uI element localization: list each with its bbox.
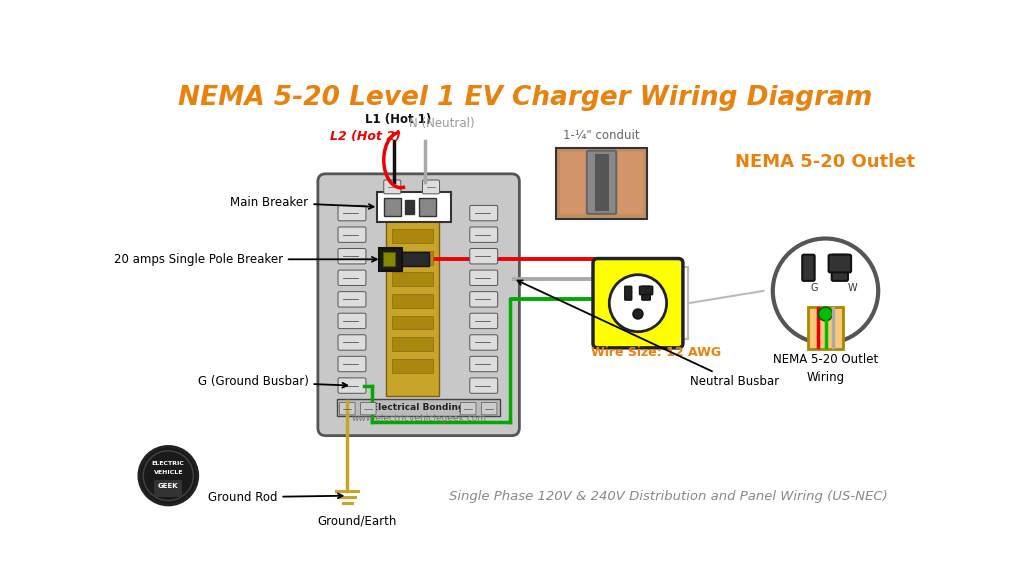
Text: Main Breaker: Main Breaker <box>230 196 374 209</box>
FancyBboxPatch shape <box>470 227 498 242</box>
FancyBboxPatch shape <box>383 252 394 266</box>
FancyBboxPatch shape <box>404 200 414 214</box>
FancyBboxPatch shape <box>379 248 402 271</box>
FancyBboxPatch shape <box>392 294 432 308</box>
Text: Ground Rod: Ground Rod <box>208 491 343 504</box>
FancyBboxPatch shape <box>470 335 498 350</box>
FancyBboxPatch shape <box>337 399 500 416</box>
FancyBboxPatch shape <box>419 198 435 216</box>
FancyBboxPatch shape <box>392 251 432 265</box>
Circle shape <box>633 309 643 319</box>
FancyBboxPatch shape <box>481 403 497 415</box>
Text: Electrical Bonding: Electrical Bonding <box>373 403 465 412</box>
Text: G: G <box>810 283 817 293</box>
FancyBboxPatch shape <box>587 151 616 214</box>
Circle shape <box>139 446 198 505</box>
Text: 20 amps Single Pole Breaker: 20 amps Single Pole Breaker <box>114 253 377 266</box>
Text: VEHICLE: VEHICLE <box>154 470 183 475</box>
FancyBboxPatch shape <box>392 359 432 373</box>
Text: ELECTRIC: ELECTRIC <box>152 461 184 466</box>
FancyBboxPatch shape <box>470 270 498 286</box>
Circle shape <box>609 275 667 332</box>
FancyBboxPatch shape <box>642 286 650 300</box>
Text: N (Neutral): N (Neutral) <box>409 117 475 130</box>
Text: W: W <box>848 283 857 293</box>
FancyBboxPatch shape <box>461 403 476 415</box>
FancyBboxPatch shape <box>317 174 519 435</box>
FancyBboxPatch shape <box>556 147 647 218</box>
FancyBboxPatch shape <box>384 198 400 216</box>
Text: www.electricvehiclegeek.com: www.electricvehiclegeek.com <box>351 414 486 423</box>
FancyBboxPatch shape <box>640 286 652 295</box>
FancyBboxPatch shape <box>470 313 498 329</box>
Circle shape <box>818 307 833 321</box>
FancyBboxPatch shape <box>470 248 498 264</box>
Text: Neutral Busbar: Neutral Busbar <box>517 281 779 388</box>
FancyBboxPatch shape <box>470 291 498 307</box>
FancyBboxPatch shape <box>384 180 400 194</box>
FancyBboxPatch shape <box>625 286 632 300</box>
Text: Ground/Earth: Ground/Earth <box>317 514 396 527</box>
Text: L1 (Hot 1): L1 (Hot 1) <box>365 113 431 126</box>
FancyBboxPatch shape <box>386 213 438 396</box>
Text: L2 (Hot 2): L2 (Hot 2) <box>331 130 401 143</box>
Text: G (Ground Busbar): G (Ground Busbar) <box>198 375 347 388</box>
FancyBboxPatch shape <box>808 307 844 348</box>
Text: NEMA 5-20 Level 1 EV Charger Wiring Diagram: NEMA 5-20 Level 1 EV Charger Wiring Diag… <box>177 85 872 111</box>
FancyBboxPatch shape <box>338 206 366 221</box>
FancyBboxPatch shape <box>338 357 366 372</box>
FancyBboxPatch shape <box>593 259 683 348</box>
Text: NEMA 5-20 Outlet
Wiring: NEMA 5-20 Outlet Wiring <box>773 353 879 384</box>
FancyBboxPatch shape <box>470 378 498 393</box>
FancyBboxPatch shape <box>338 227 366 242</box>
Text: NEMA 5-20 Outlet: NEMA 5-20 Outlet <box>735 153 915 171</box>
Circle shape <box>143 451 194 501</box>
Text: GEEK: GEEK <box>158 483 178 490</box>
Text: Wire Size: 12 AWG: Wire Size: 12 AWG <box>592 346 722 359</box>
FancyBboxPatch shape <box>828 255 851 272</box>
FancyBboxPatch shape <box>831 255 848 281</box>
FancyBboxPatch shape <box>802 255 815 281</box>
FancyBboxPatch shape <box>560 152 643 214</box>
FancyBboxPatch shape <box>423 180 439 194</box>
FancyBboxPatch shape <box>338 335 366 350</box>
FancyBboxPatch shape <box>470 206 498 221</box>
FancyBboxPatch shape <box>392 316 432 329</box>
FancyBboxPatch shape <box>392 272 432 286</box>
FancyBboxPatch shape <box>392 229 432 243</box>
Circle shape <box>773 238 879 343</box>
FancyBboxPatch shape <box>595 154 608 211</box>
FancyBboxPatch shape <box>155 480 182 497</box>
FancyBboxPatch shape <box>470 357 498 372</box>
Text: 1-¼" conduit: 1-¼" conduit <box>563 129 640 142</box>
FancyBboxPatch shape <box>340 403 355 415</box>
FancyBboxPatch shape <box>392 337 432 351</box>
FancyBboxPatch shape <box>338 378 366 393</box>
FancyBboxPatch shape <box>338 248 366 264</box>
FancyBboxPatch shape <box>338 291 366 307</box>
FancyBboxPatch shape <box>401 252 429 266</box>
FancyBboxPatch shape <box>377 192 452 222</box>
FancyBboxPatch shape <box>338 313 366 329</box>
FancyBboxPatch shape <box>338 270 366 286</box>
FancyBboxPatch shape <box>360 403 376 415</box>
Text: Single Phase 120V & 240V Distribution and Panel Wiring (US-NEC): Single Phase 120V & 240V Distribution an… <box>449 490 888 503</box>
